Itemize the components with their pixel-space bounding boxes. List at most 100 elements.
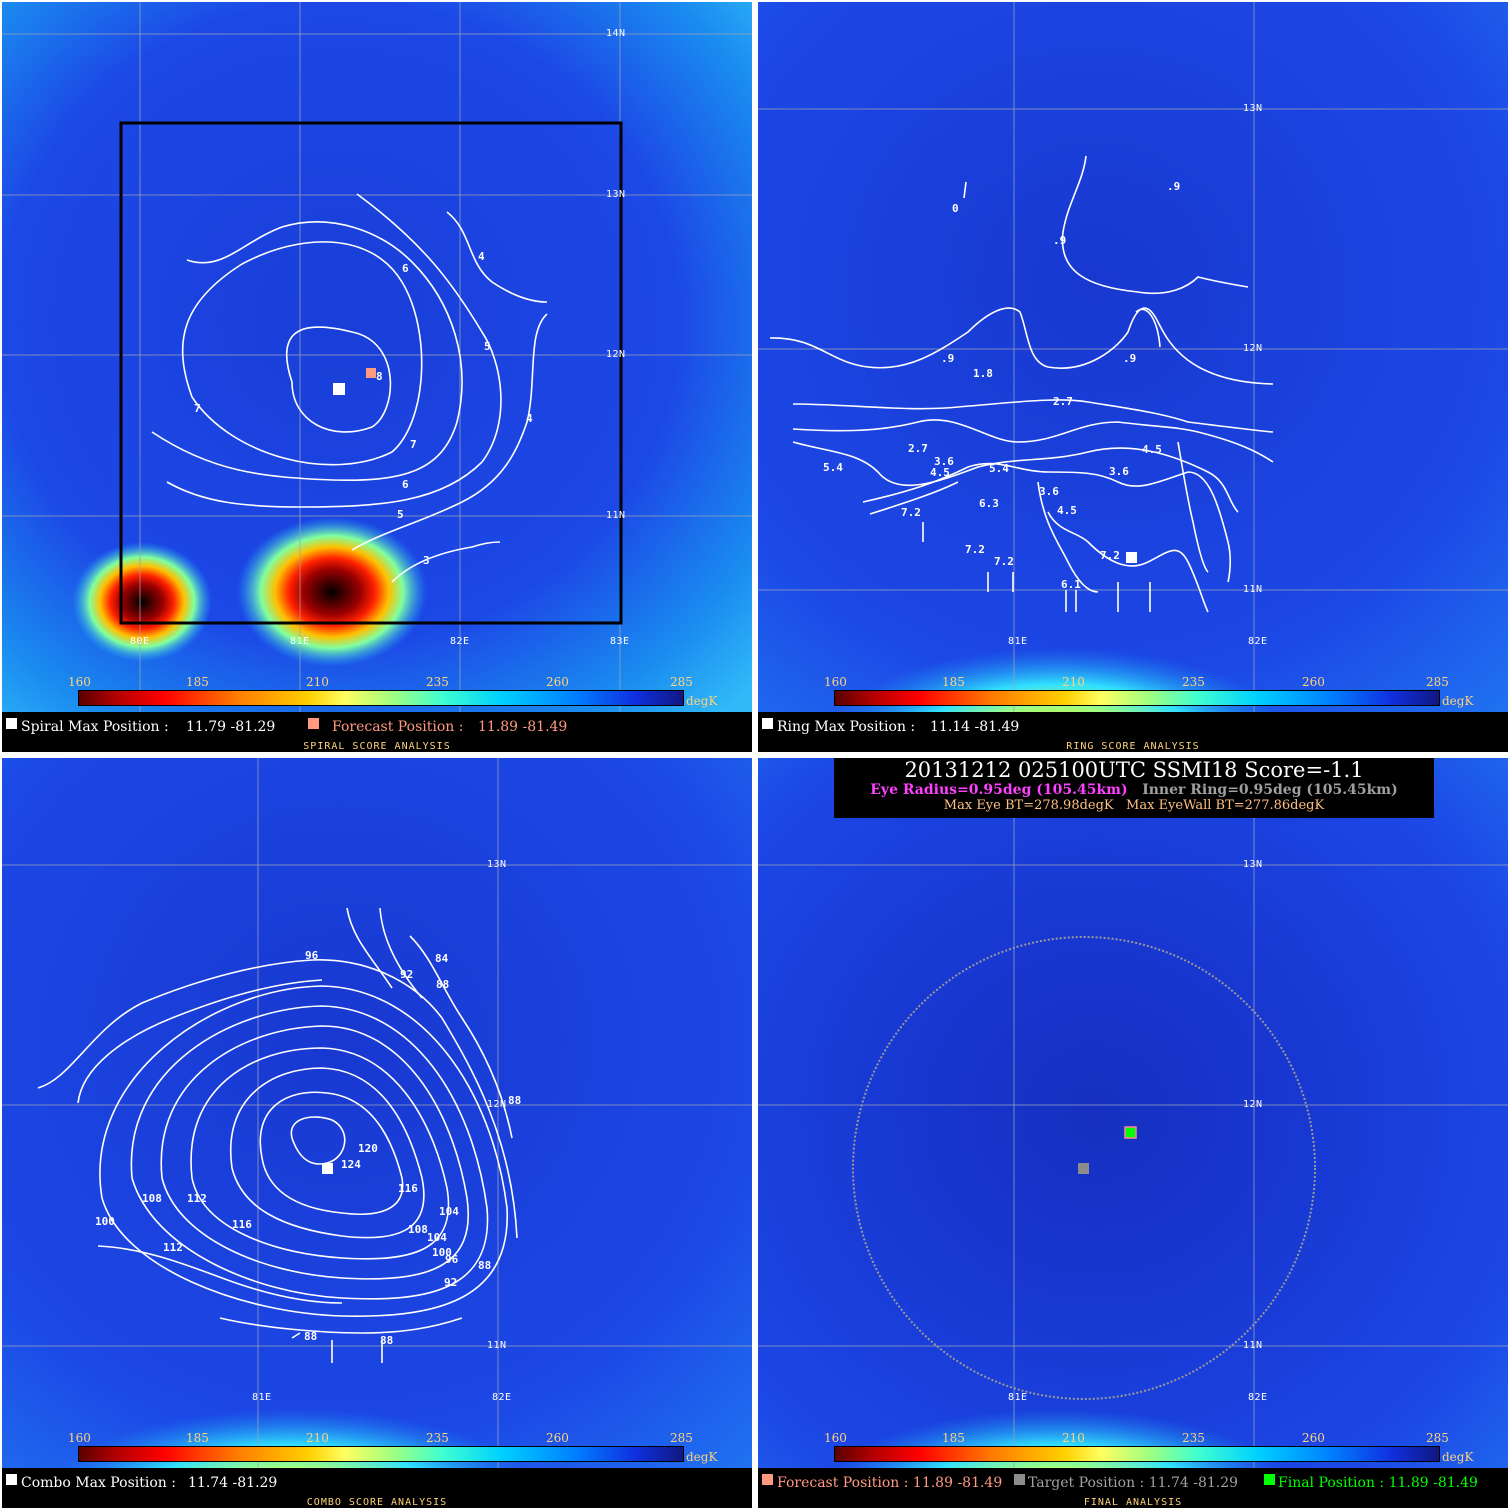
panel-title: FINAL ANALYSIS bbox=[1083, 1497, 1183, 1508]
forecast-label: Forecast Position : bbox=[332, 719, 464, 735]
contour-label: 116 bbox=[232, 1218, 252, 1231]
contour-label: 2.7 bbox=[1053, 395, 1073, 408]
colorbar-tick: 160 bbox=[824, 675, 847, 689]
colorbar-tick: 235 bbox=[426, 675, 449, 689]
lat-label: 11N bbox=[606, 510, 626, 521]
contour-label: 4 bbox=[478, 250, 485, 263]
spiral-score-panel: 4 5 6 7 8 7 6 5 4 3 14N 13N 12N 11N 80E … bbox=[2, 2, 752, 752]
ring-score-panel: 0 .9 .9 .9 .9 1.8 2.7 2.7 3.6 4.5 5.4 5.… bbox=[758, 2, 1508, 752]
contour-label: 108 bbox=[408, 1223, 428, 1236]
colorbar-tick: 285 bbox=[670, 675, 693, 689]
combo-max-swatch bbox=[6, 1474, 17, 1485]
colorbar bbox=[78, 690, 684, 706]
colorbar-tick: 260 bbox=[546, 675, 569, 689]
spiral-max-value: 11.79 -81.29 bbox=[186, 719, 276, 735]
header-title: 20131212 025100UTC SSMI18 Score=-1.1 bbox=[904, 758, 1364, 782]
panel-title: RING SCORE ANALYSIS bbox=[1066, 741, 1200, 752]
contour-label: 8 bbox=[376, 370, 383, 383]
contour-label: .9 bbox=[1167, 180, 1180, 193]
colorbar-unit: degK bbox=[1442, 694, 1474, 708]
lon-label: 80E bbox=[130, 636, 150, 647]
contour-label: 112 bbox=[187, 1192, 207, 1205]
final-marker bbox=[1124, 1126, 1137, 1139]
colorbar-tick: 160 bbox=[68, 1431, 91, 1445]
lon-label: 82E bbox=[1248, 636, 1268, 647]
panel-footer: Ring Max Position : 11.14 -81.49 RING SC… bbox=[758, 714, 1508, 752]
spiral-max-swatch bbox=[6, 718, 17, 729]
colorbar-tick: 160 bbox=[68, 675, 91, 689]
contour-label: 1.8 bbox=[973, 367, 993, 380]
contour-label: 96 bbox=[445, 1253, 459, 1266]
final-header: 20131212 025100UTC SSMI18 Score=-1.1 Eye… bbox=[834, 758, 1434, 818]
contour-label: 7 bbox=[194, 402, 201, 415]
combo-score-panel: 96 84 92 88 88 120 124 116 108 112 100 1… bbox=[2, 758, 752, 1508]
lon-label: 81E bbox=[1008, 636, 1028, 647]
lat-label: 14N bbox=[606, 28, 626, 39]
forecast-marker bbox=[366, 368, 376, 378]
colorbar-tick: 185 bbox=[186, 675, 209, 689]
contour-label: 3.6 bbox=[934, 455, 954, 468]
final-swatch bbox=[1264, 1474, 1275, 1485]
target-marker bbox=[1078, 1163, 1089, 1174]
contour-label: 120 bbox=[358, 1142, 378, 1155]
contour-label: 4.5 bbox=[1057, 504, 1077, 517]
contour-label: 112 bbox=[163, 1241, 183, 1254]
lat-label: 13N bbox=[1243, 103, 1263, 114]
contour-label: 108 bbox=[142, 1192, 162, 1205]
lon-label: 82E bbox=[450, 636, 470, 647]
lon-label: 82E bbox=[492, 1392, 512, 1403]
contour-label: 6 bbox=[402, 262, 409, 275]
max-eye-text: Max Eye BT=278.98degK bbox=[943, 798, 1114, 813]
lon-label: 81E bbox=[1008, 1392, 1028, 1403]
spiral-max-marker bbox=[333, 383, 345, 395]
contour-label: 2.7 bbox=[908, 442, 928, 455]
contour-label: 88 bbox=[436, 978, 449, 991]
contour-label: 5 bbox=[397, 508, 404, 521]
contour-label: 4.5 bbox=[930, 466, 950, 479]
lon-label: 82E bbox=[1248, 1392, 1268, 1403]
contour-label: 7.2 bbox=[994, 555, 1014, 568]
contour-label: 100 bbox=[95, 1215, 115, 1228]
contour-label: 5 bbox=[484, 340, 491, 353]
colorbar-tick: 285 bbox=[670, 1431, 693, 1445]
colorbar-tick: 185 bbox=[186, 1431, 209, 1445]
contour-label: 5.4 bbox=[823, 461, 843, 474]
colorbar-tick: 285 bbox=[1426, 1431, 1449, 1445]
lon-label: 83E bbox=[610, 636, 630, 647]
ring-map: 0 .9 .9 .9 .9 1.8 2.7 2.7 3.6 4.5 5.4 5.… bbox=[758, 2, 1508, 712]
colorbar-tick: 260 bbox=[1302, 1431, 1325, 1445]
contour-label: 4 bbox=[526, 412, 533, 425]
forecast-swatch bbox=[308, 718, 319, 729]
final-analysis-panel: 20131212 025100UTC SSMI18 Score=-1.1 Eye… bbox=[758, 758, 1508, 1508]
colorbar-tick: 235 bbox=[426, 1431, 449, 1445]
contour-label: 4.5 bbox=[1142, 443, 1162, 456]
contour-label: 7.2 bbox=[965, 543, 985, 556]
colorbar-tick: 260 bbox=[546, 1431, 569, 1445]
contour-label: 7.2 bbox=[1100, 549, 1120, 562]
max-eyewall-text: Max EyeWall BT=277.86degK bbox=[1126, 798, 1325, 813]
colorbar-tick: 235 bbox=[1182, 1431, 1205, 1445]
contour-label: 3.6 bbox=[1109, 465, 1129, 478]
colorbar bbox=[834, 690, 1440, 706]
panel-footer: Forecast Position : 11.89 -81.49 Target … bbox=[758, 1470, 1508, 1508]
lat-label: 11N bbox=[1243, 1340, 1263, 1351]
contour-label: 88 bbox=[478, 1259, 491, 1272]
colorbar-tick: 185 bbox=[942, 675, 965, 689]
contour-label: 7.2 bbox=[901, 506, 921, 519]
contour-label: 104 bbox=[427, 1231, 447, 1244]
inner-ring-text: Inner Ring=0.95deg (105.45km) bbox=[1142, 782, 1398, 798]
contour-label: 6.3 bbox=[979, 497, 999, 510]
lat-label: 11N bbox=[487, 1340, 507, 1351]
target-swatch bbox=[1014, 1474, 1025, 1485]
colorbar-tick: 235 bbox=[1182, 675, 1205, 689]
forecast-swatch bbox=[762, 1474, 773, 1485]
lat-label: 13N bbox=[1243, 859, 1263, 870]
panel-footer: Combo Max Position : 11.74 -81.29 COMBO … bbox=[2, 1470, 752, 1508]
combo-max-label: Combo Max Position : bbox=[21, 1475, 176, 1491]
colorbar-tick: 260 bbox=[1302, 675, 1325, 689]
colorbar-tick: 210 bbox=[1062, 1431, 1085, 1445]
final-position-text: Final Position : 11.89 -81.49 bbox=[1278, 1475, 1478, 1491]
contour-label: 100 bbox=[432, 1246, 452, 1259]
combo-map: 96 84 92 88 88 120 124 116 108 112 100 1… bbox=[2, 758, 752, 1468]
contour-label: 92 bbox=[444, 1276, 457, 1289]
